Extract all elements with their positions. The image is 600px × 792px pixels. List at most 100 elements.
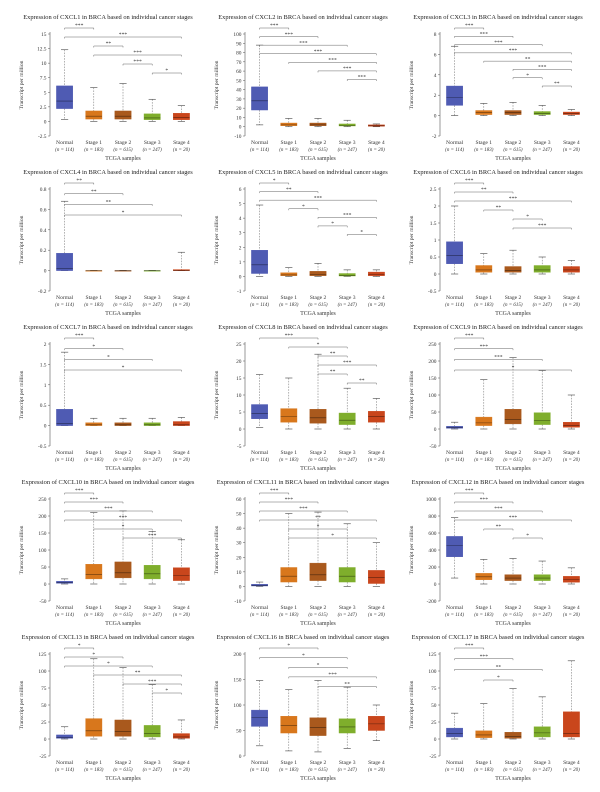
significance-bracket: *** — [317, 213, 377, 219]
y-tick-label: 40 — [236, 526, 242, 532]
box-iqr — [338, 273, 356, 277]
y-tick-label: 50 — [236, 512, 242, 518]
significance-label: *** — [328, 58, 337, 64]
box-iqr — [446, 426, 463, 429]
significance-label: ** — [91, 189, 97, 195]
significance-bracket: ** — [64, 189, 124, 196]
y-tick-label: 1000 — [426, 497, 437, 503]
x-tick-label: Stage 2 — [115, 140, 132, 146]
y-tick-label: 40 — [236, 88, 242, 94]
y-tick-label: -25 — [429, 754, 436, 760]
box-iqr — [504, 266, 522, 273]
y-tick-label: 30 — [236, 97, 242, 103]
box-stage-1 — [475, 103, 493, 116]
y-tick-label: 30 — [236, 541, 242, 547]
significance-label: * — [526, 73, 529, 79]
x-axis-label: TCGA samples — [105, 156, 141, 162]
x-tick-label: Stage 2 — [310, 760, 327, 766]
box-iqr — [446, 85, 463, 106]
x-tick-label: Stage 2 — [505, 140, 522, 146]
x-tick-label: Normal — [446, 140, 464, 146]
x-tick-label: Stage 4 — [368, 760, 385, 766]
box-iqr — [143, 422, 161, 426]
significance-label: *** — [538, 65, 547, 71]
significance-bracket: *** — [64, 488, 95, 495]
box-stage-3 — [338, 523, 356, 587]
chart-title: Expression of CXCL1 in BRCA based on ind… — [23, 14, 193, 21]
x-tick-label: Normal — [446, 605, 464, 611]
box-plot: -200 0 200 400 600 800 1000 Transcript per mill… — [409, 488, 580, 627]
significance-bracket: * — [288, 204, 319, 211]
chart-panel: Expression of CXCL12 in BRCA based on in… — [400, 475, 596, 637]
x-tick-label: Stage 1 — [475, 605, 492, 611]
sample-size-label: (n = 247) — [143, 148, 163, 153]
significance-bracket: *** — [122, 533, 182, 540]
y-tick-label: 400 — [428, 548, 436, 554]
significance-bracket: *** — [64, 497, 124, 504]
y-tick-label: 0 — [434, 272, 437, 278]
significance-bracket: *** — [64, 333, 95, 340]
box-stage-2 — [309, 263, 327, 277]
significance-bracket: *** — [93, 50, 182, 57]
x-tick-label: Stage 2 — [505, 450, 522, 456]
sample-size-label: (n = 615) — [113, 303, 133, 308]
sample-size-label: (n = 114) — [55, 768, 74, 773]
y-tick-label: -0.5 — [38, 444, 47, 450]
box-iqr — [85, 422, 103, 426]
sample-size-label: (n = 183) — [474, 148, 494, 153]
sample-size-label: (n = 247) — [338, 768, 358, 773]
box-iqr — [533, 726, 551, 738]
sample-size-label: (n = 20) — [173, 613, 190, 618]
box-stage-2 — [114, 83, 132, 122]
chart-panel: Expression of CXCL6 in BRCA based on ind… — [400, 165, 596, 327]
box-stage-3 — [338, 686, 356, 749]
box-iqr — [309, 717, 327, 736]
x-tick-label: Normal — [56, 605, 74, 611]
box-normal — [56, 49, 73, 120]
y-tick-label: 0.5 — [40, 403, 47, 409]
sample-size-label: (n = 615) — [113, 613, 133, 618]
significance-label: ** — [106, 200, 112, 206]
y-tick-label: -5 — [237, 444, 242, 450]
box-iqr — [368, 271, 385, 276]
box-iqr — [563, 266, 580, 273]
significance-bracket: ** — [346, 378, 377, 385]
box-iqr — [446, 727, 463, 738]
x-tick-label: Stage 1 — [475, 760, 492, 766]
significance-bracket: *** — [288, 58, 377, 64]
x-tick-label: Stage 4 — [368, 605, 385, 611]
x-tick-label: Stage 1 — [280, 450, 297, 456]
box-plot: -5 0 5 10 15 20 25 Transcript per million Normal… — [214, 333, 385, 472]
significance-label: *** — [494, 40, 503, 46]
box-stage-2 — [504, 102, 522, 116]
significance-bracket: *** — [454, 48, 572, 55]
significance-label: * — [122, 524, 125, 530]
y-axis-label: Transcript per million — [19, 370, 25, 419]
y-tick-label: 20 — [236, 555, 242, 561]
box-stage-2 — [114, 417, 132, 426]
significance-label: *** — [119, 32, 128, 38]
significance-label: * — [317, 342, 320, 348]
box-plot: -0.2 0 0.2 0.4 0.6 0.8 Transcript per million N… — [19, 178, 190, 317]
significance-label: ** — [344, 682, 350, 688]
box-iqr — [56, 734, 73, 739]
x-axis-label: TCGA samples — [300, 466, 336, 472]
y-axis-label: Transcript per million — [409, 215, 415, 264]
y-tick-label: 200 — [38, 514, 46, 520]
significance-bracket: *** — [454, 643, 485, 650]
y-tick-label: 2.5 — [430, 187, 437, 193]
y-tick-label: 100 — [233, 32, 241, 38]
x-tick-label: Stage 3 — [534, 450, 551, 456]
y-tick-label: 150 — [233, 678, 241, 684]
sample-size-label: (n = 615) — [503, 458, 523, 463]
significance-label: ** — [554, 81, 560, 87]
sample-size-label: (n = 247) — [338, 148, 358, 153]
x-tick-label: Stage 1 — [280, 140, 297, 146]
box-stage-3 — [533, 696, 551, 740]
sample-size-label: (n = 615) — [113, 148, 133, 153]
x-tick-label: Normal — [251, 450, 269, 456]
significance-bracket: * — [64, 652, 124, 659]
x-tick-label: Stage 2 — [310, 140, 327, 146]
box-iqr — [338, 567, 356, 583]
box-stage-4 — [173, 539, 190, 585]
